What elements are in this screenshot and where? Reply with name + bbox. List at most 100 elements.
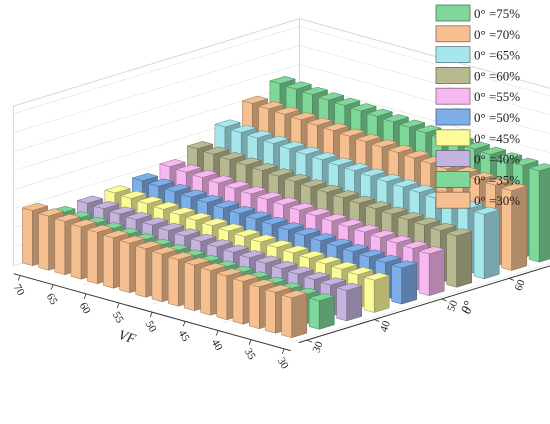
bar-top-face (382, 114, 410, 123)
x-tick (50, 284, 54, 290)
bar-top-face (256, 191, 284, 200)
bar-front-face (184, 261, 195, 312)
bar-top-face (248, 279, 276, 288)
bar-top-face (232, 273, 260, 282)
chart-axes: 706560555045403530VF3040506070θ°02040608… (11, 265, 550, 372)
bar-top-face (267, 168, 295, 177)
bar-top-face (273, 106, 301, 115)
x-tick (116, 302, 120, 309)
legend-swatch (435, 4, 471, 22)
x-tick (182, 321, 186, 327)
bar-top-face (301, 86, 329, 95)
bar-top-face (37, 208, 65, 217)
bar-top-face (152, 201, 180, 210)
bar-top-face (240, 186, 267, 195)
legend-label: 0° =50% (474, 110, 520, 125)
bar-top-face (403, 150, 431, 159)
bar-top-face (287, 266, 315, 275)
bar-top-face (293, 227, 321, 236)
bar-top-face (264, 284, 292, 293)
x-tick (17, 275, 21, 281)
bar-top-face (304, 208, 332, 217)
bar-top-face (353, 224, 381, 233)
bar-top-face (118, 235, 146, 244)
legend-swatch (435, 67, 471, 84)
bar-top-face (473, 206, 501, 215)
bar-top-face (408, 184, 436, 193)
bar-top-face (173, 228, 201, 237)
bar-side-face (346, 285, 363, 322)
bar-top-face (380, 206, 408, 215)
bar-top-face (222, 244, 250, 253)
bar-top-face (147, 178, 175, 187)
bar-top-face (70, 219, 98, 228)
bar-front-face (167, 256, 179, 307)
bar-front-face (336, 287, 347, 322)
bar-top-face (217, 223, 245, 232)
legend-swatch (435, 129, 471, 147)
bar-top-face (168, 207, 196, 216)
legend-item: 0° =40% (435, 150, 520, 168)
bar-top-face (418, 246, 446, 255)
bar (473, 206, 501, 280)
bar-top-face (371, 139, 399, 148)
bar-front-face (22, 207, 33, 267)
y-tick-label: 40 (378, 319, 393, 334)
y-tick-label: 30 (311, 339, 326, 354)
chart-legend: 0° =75% 0° =70% 0° =65% 0° =60% 0° =55% 0° =5… (435, 4, 520, 209)
bar-top-face (272, 197, 300, 206)
bar-top-face (387, 144, 415, 153)
bar (418, 246, 446, 297)
bar-top-face (283, 173, 311, 182)
bar-top-face (338, 128, 366, 137)
bar-top-face (167, 251, 195, 260)
y-tick (441, 298, 447, 302)
bar-top-face (218, 152, 246, 160)
x-tick-label: 40 (209, 337, 225, 353)
bar-top-face (277, 222, 305, 231)
y-axis-title: θ° (459, 299, 477, 316)
bar-top-face (196, 194, 224, 203)
bar-top-face (327, 157, 355, 166)
bar-top-face (206, 239, 234, 248)
bar-top-face (228, 205, 256, 214)
bar-top-face (125, 211, 153, 220)
x-tick (248, 339, 252, 345)
bar-top-face (214, 119, 241, 128)
bar-top-face (246, 130, 274, 139)
bar-top-face (392, 179, 420, 188)
legend-label: 0° =35% (474, 172, 520, 187)
bar-top-face (319, 277, 347, 286)
x-tick-label: 55 (110, 310, 126, 326)
bar-top-face (180, 189, 208, 198)
bar-top-face (309, 233, 337, 242)
bar-top-face (343, 163, 371, 171)
bar-top-face (397, 211, 425, 220)
bar-front-face (70, 223, 82, 280)
floor-gridline (290, 263, 550, 343)
bar-front-face (248, 283, 260, 330)
legend-swatch (435, 25, 471, 43)
legend-item: 0° =55% (435, 87, 520, 105)
bar-top-face (151, 246, 179, 255)
legend-swatch (435, 191, 471, 209)
bar-top-face (131, 173, 159, 182)
bar-top-face (159, 159, 186, 167)
bar-front-face (38, 212, 49, 271)
legend-swatch (435, 108, 471, 126)
bar-top-face (347, 267, 374, 276)
bar-top-face (92, 201, 120, 210)
bar-front-face (391, 264, 402, 305)
bar-top-face (108, 206, 136, 215)
legend-item: 0° =70% (435, 25, 520, 43)
bar (500, 183, 528, 271)
bar-top-face (261, 216, 289, 225)
bar-top-face (414, 125, 442, 134)
bar-top-face (330, 261, 358, 270)
bar-top-face (254, 255, 282, 264)
bar-top-face (317, 92, 345, 101)
x-tick-label: 30 (275, 356, 291, 372)
bar-top-face (282, 245, 310, 254)
x-axis-line (13, 273, 291, 352)
bar-side-face (538, 167, 550, 263)
